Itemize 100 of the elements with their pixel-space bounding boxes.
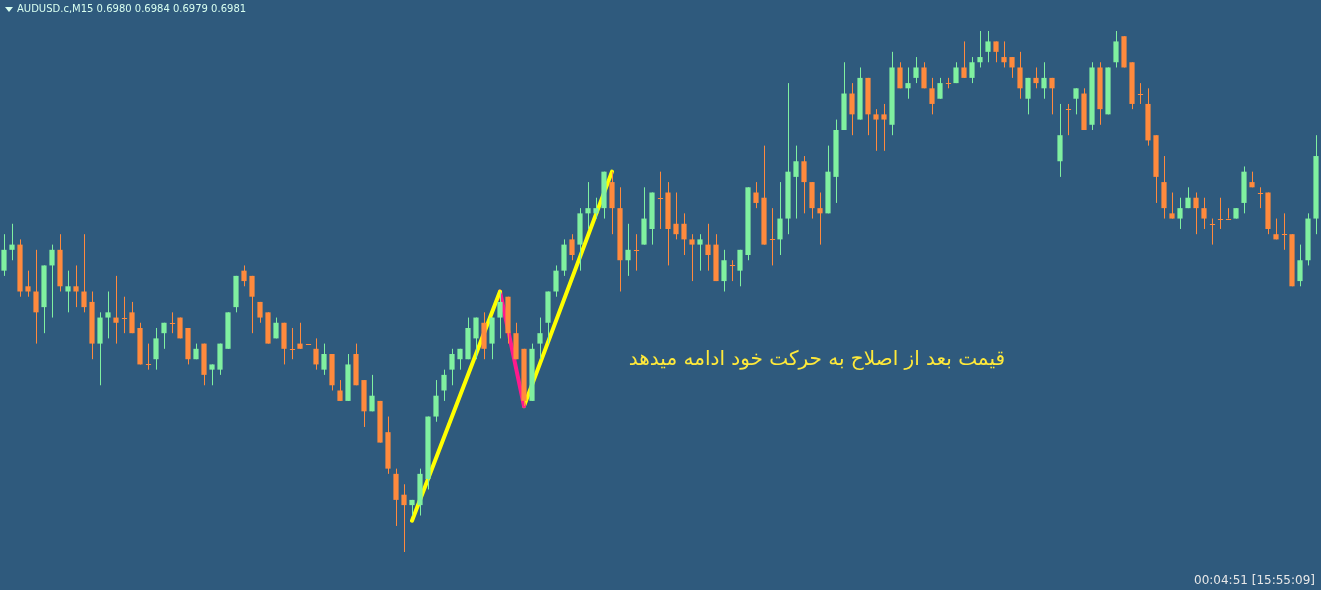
candlestick: [801, 155, 807, 214]
candlestick: [153, 327, 159, 371]
candlestick: [593, 197, 599, 220]
candlestick: [337, 379, 343, 402]
candlestick: [345, 353, 351, 402]
candlestick: [601, 171, 607, 220]
candlestick: [273, 317, 279, 339]
candlestick: [33, 249, 39, 345]
candlestick: [441, 369, 447, 402]
candlestick: [809, 181, 815, 220]
candlestick: [1041, 61, 1047, 100]
candlestick: [873, 108, 879, 152]
candlestick: [521, 348, 527, 407]
candlestick: [217, 343, 223, 376]
candlestick: [1225, 207, 1232, 220]
candlestick: [25, 270, 31, 298]
annotation: قیمت بعد از اصلاح به حرکت خود ادامه میدهد: [627, 346, 1005, 370]
candlestick: [985, 30, 991, 63]
candlestick: [993, 40, 999, 63]
candlestick: [161, 322, 167, 350]
candlestick: [89, 291, 95, 360]
text: 00:04:51 [15:55:09]: [1194, 573, 1315, 587]
candlestick: [265, 311, 271, 345]
candlestick: [433, 379, 439, 423]
candlestick: [113, 275, 119, 345]
candlestick: [649, 192, 655, 246]
candlestick: [929, 77, 935, 115]
candlestick: [1113, 30, 1119, 68]
candlestick: [1105, 66, 1111, 115]
candlestick: [1073, 87, 1079, 115]
candlestick: [721, 249, 727, 292]
candlestick: [697, 233, 703, 272]
candlestick: [633, 233, 640, 272]
candlestick: [321, 343, 327, 376]
candlestick: [1177, 197, 1183, 230]
candlestick: [1, 233, 7, 277]
candlestick: [817, 192, 823, 246]
candlestick: [841, 61, 847, 131]
candlestick: [537, 317, 543, 360]
candlestick: [857, 66, 863, 121]
candlestick: [553, 264, 559, 298]
candlestick: [1057, 103, 1063, 178]
candlestick: [241, 264, 247, 287]
candlestick: [17, 238, 23, 298]
candlestick: [449, 348, 455, 386]
candlestick: [457, 348, 463, 371]
candlestick: [417, 468, 423, 517]
candlestick: [129, 301, 135, 334]
candlestick: [121, 296, 128, 334]
candlestick: [401, 483, 407, 553]
candlestick: [425, 416, 431, 490]
candlestick: [329, 353, 335, 391]
candlestick: [777, 181, 783, 256]
candlestick: [1161, 155, 1167, 220]
candlestick: [1145, 87, 1151, 147]
candlestick: [177, 317, 183, 339]
candlestick: [769, 207, 776, 266]
candlestick: [1217, 197, 1224, 230]
candlestick: [1129, 61, 1135, 110]
candlestick: [945, 77, 952, 89]
candlestick: [9, 223, 15, 261]
candlestick: [913, 56, 919, 84]
candlestick: [1121, 35, 1127, 68]
candlestick: [1169, 192, 1175, 220]
candlestick: [465, 317, 471, 360]
candlestick: [1201, 197, 1207, 230]
candlestick: [889, 51, 895, 136]
candlestick: [713, 233, 719, 282]
candlestick: [201, 343, 207, 386]
candlestick: [657, 171, 664, 230]
candlestick: [513, 322, 519, 360]
candlestick: [385, 416, 391, 475]
candlestick: [169, 311, 176, 334]
candlestick: [545, 291, 551, 345]
candlestick: [1153, 134, 1159, 204]
candlestick: [193, 343, 199, 360]
candlestick: [73, 264, 79, 308]
candlestick: [57, 233, 63, 292]
candlestick: [953, 61, 959, 84]
candlestick: [825, 145, 831, 214]
candlestick: [1089, 61, 1095, 131]
candlestick: [609, 171, 615, 235]
candlestick: [753, 181, 759, 209]
candlestick: [281, 322, 287, 365]
candlestick: [369, 374, 375, 412]
candlestick: [297, 322, 303, 350]
candlestick: [225, 311, 231, 350]
candlestick: [729, 259, 736, 282]
candlestick: [569, 233, 575, 261]
candlestick: [1193, 192, 1199, 235]
candlestick: [497, 291, 503, 339]
candlestick: [1137, 82, 1144, 105]
candlestick: [625, 223, 631, 277]
candlestick: [785, 82, 791, 235]
candlestick: [1033, 66, 1039, 89]
candlestick: [1049, 77, 1055, 115]
candlestick: [793, 145, 799, 220]
candlestick: [1017, 51, 1023, 100]
candlestick: [1241, 165, 1247, 214]
candlestick: [617, 186, 623, 292]
